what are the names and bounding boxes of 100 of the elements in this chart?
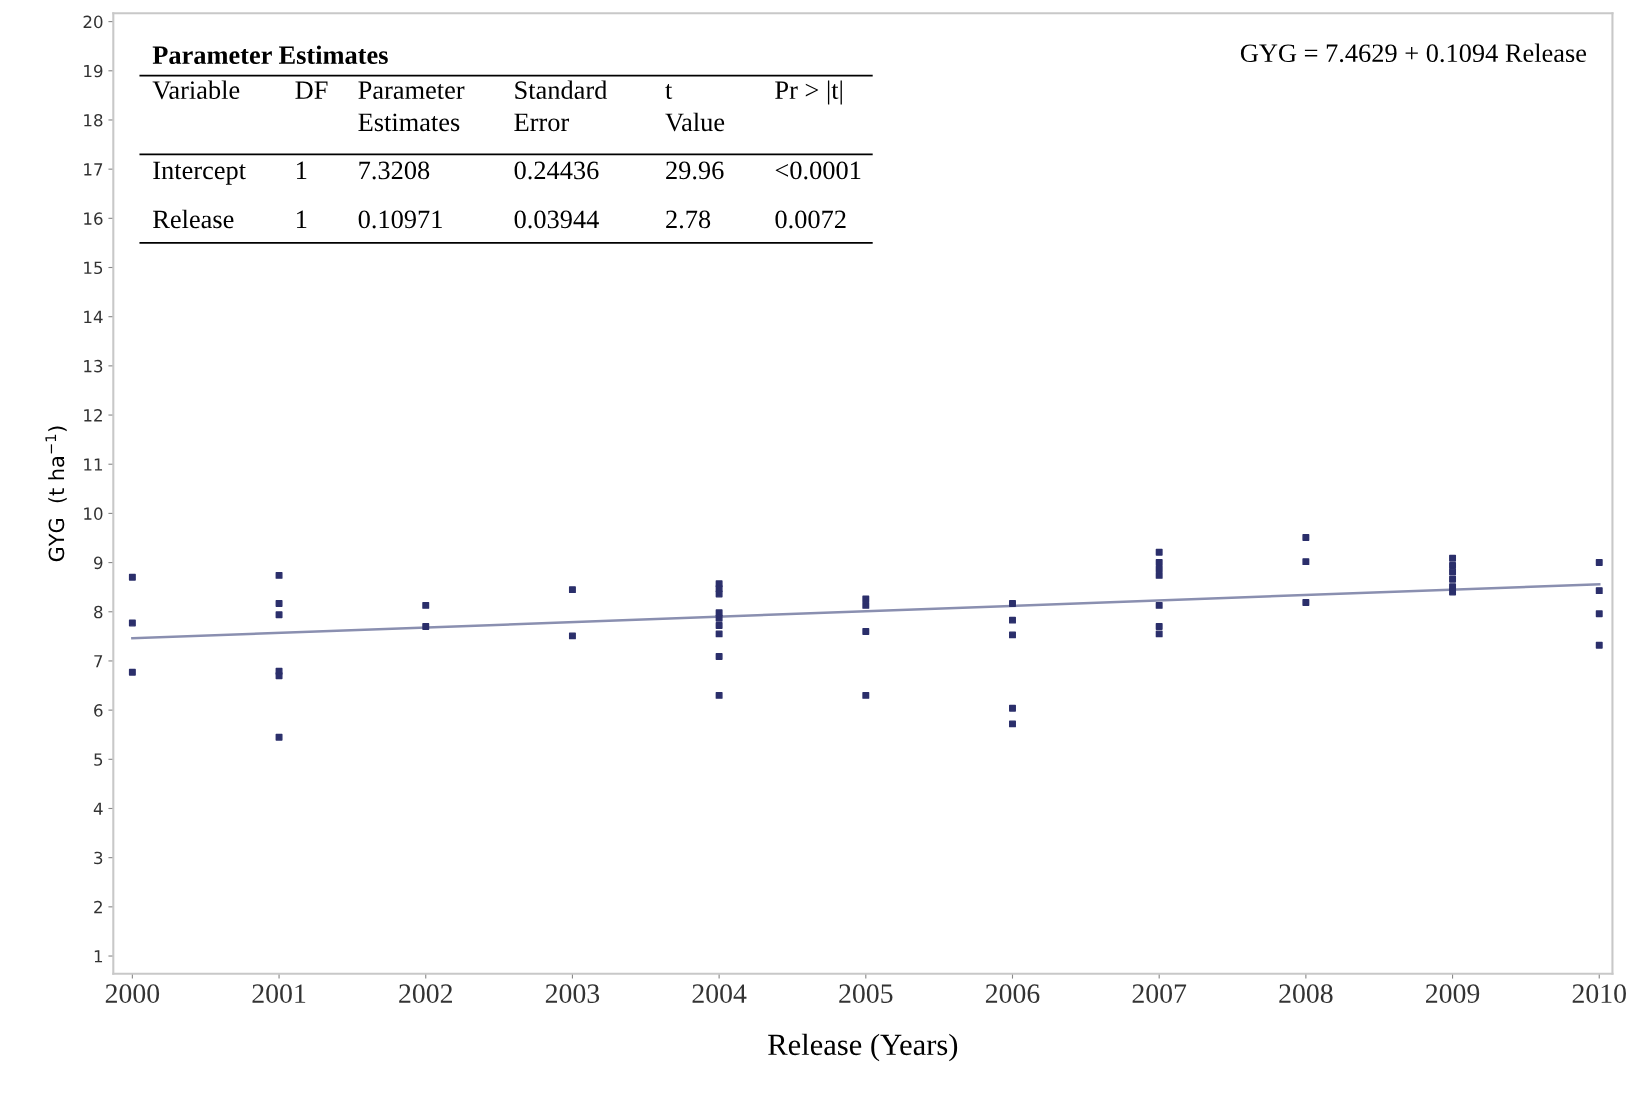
point	[1009, 704, 1016, 712]
point	[1009, 720, 1016, 728]
point	[1449, 568, 1457, 576]
x-tick-label: 2007	[1132, 984, 1187, 1003]
point	[1155, 559, 1163, 567]
point	[1449, 562, 1457, 570]
point	[568, 586, 576, 594]
point	[422, 623, 430, 630]
point	[1302, 598, 1310, 606]
point	[275, 571, 283, 579]
y-tick-label: 9	[94, 556, 103, 570]
annotation: 29.96	[666, 161, 724, 180]
point	[1595, 610, 1603, 618]
point	[715, 590, 723, 598]
point	[715, 653, 723, 660]
y-tick-label: 4	[93, 802, 103, 815]
annotation: Release	[153, 209, 234, 229]
y-tick-label: 8	[94, 605, 103, 619]
y-tick-label: 1	[94, 950, 103, 963]
annotation: 1	[297, 161, 307, 180]
point	[1155, 601, 1163, 609]
y-tick-label: 5	[94, 753, 103, 766]
point	[1155, 571, 1163, 579]
point	[275, 672, 283, 680]
annotation: Parameter Estimates	[152, 45, 388, 65]
point	[1155, 565, 1163, 573]
point	[1595, 587, 1603, 595]
point	[422, 601, 430, 609]
point	[715, 691, 723, 699]
y-tick-label: 19	[84, 64, 103, 78]
annotation: Variable	[152, 80, 240, 100]
point	[862, 595, 870, 603]
x-tick-label: 2010	[1572, 984, 1626, 1003]
point	[275, 611, 283, 619]
y-tick-label: 3	[94, 851, 103, 865]
annotation: GYG = 7.4629 + 0.1094 Release	[1240, 43, 1587, 63]
point	[1155, 548, 1163, 556]
annotation: 7.3208	[359, 161, 430, 180]
point	[1155, 623, 1163, 630]
annotation: Parameter Estimates	[358, 81, 465, 132]
point	[1595, 559, 1603, 567]
y-tick-label: 2	[94, 900, 102, 914]
point	[715, 614, 723, 622]
point	[1449, 583, 1457, 591]
y-axis-title: GYG (t ha$^{−1}$)	[45, 426, 67, 562]
y-tick-label: 14	[84, 310, 103, 324]
annotation: Pr > |t|	[775, 80, 842, 105]
x-tick-label: 2009	[1426, 984, 1480, 1003]
annotation: 0.03944	[514, 210, 599, 229]
point	[1009, 599, 1016, 607]
annotation: Intercept	[153, 161, 246, 185]
point	[1449, 575, 1457, 583]
y-tick-label: 16	[84, 212, 103, 225]
point	[128, 668, 136, 676]
annotation: 1	[297, 210, 307, 229]
x-tick-label: 2006	[985, 984, 1040, 1003]
y-tick-label: 17	[84, 163, 103, 176]
y-tick-label: 15	[84, 261, 103, 275]
annotation: Standard Error	[514, 80, 608, 132]
annotation: <0.0001	[775, 161, 861, 180]
annotation: t Value	[665, 83, 725, 132]
point	[1449, 588, 1457, 596]
x-tick-label: 2001	[252, 984, 306, 1003]
y-tick-label: 12	[84, 409, 102, 422]
y-tick-label: 11	[84, 458, 103, 471]
annotation: DF	[295, 81, 328, 99]
point	[1009, 631, 1016, 639]
point	[128, 619, 136, 627]
point	[715, 622, 723, 630]
point	[568, 632, 576, 640]
point	[862, 691, 870, 699]
x-tick-label: 2002	[399, 984, 452, 1003]
annotation: 0.24436	[514, 161, 599, 180]
y-tick-label: 10	[84, 507, 103, 520]
annotation: 2.78	[666, 210, 711, 229]
point	[1009, 616, 1016, 624]
annotation: 0.0072	[775, 210, 846, 229]
y-tick-label: 7	[94, 655, 103, 668]
point	[1302, 534, 1310, 541]
y-tick-label: 20	[83, 15, 103, 29]
y-tick-label: 6	[94, 704, 103, 717]
x-tick-label: 2003	[545, 984, 600, 1003]
y-tick-label: 18	[84, 113, 103, 127]
x-axis-title: Release (Years)	[768, 1033, 958, 1062]
point	[128, 573, 136, 581]
x-tick-label: 2005	[839, 984, 893, 1003]
point	[1595, 641, 1603, 649]
point	[1155, 630, 1163, 638]
point	[275, 599, 283, 607]
point	[275, 733, 283, 741]
point	[1302, 558, 1310, 566]
x-tick-label: 2008	[1279, 984, 1333, 1003]
point	[862, 627, 870, 635]
point	[715, 630, 723, 638]
point	[862, 601, 870, 609]
x-tick-label: 2000	[105, 984, 160, 1003]
annotation: 0.10971	[358, 210, 442, 229]
y-tick-label: 13	[84, 359, 103, 373]
x-tick-label: 2004	[692, 984, 747, 1003]
point	[1449, 554, 1457, 562]
